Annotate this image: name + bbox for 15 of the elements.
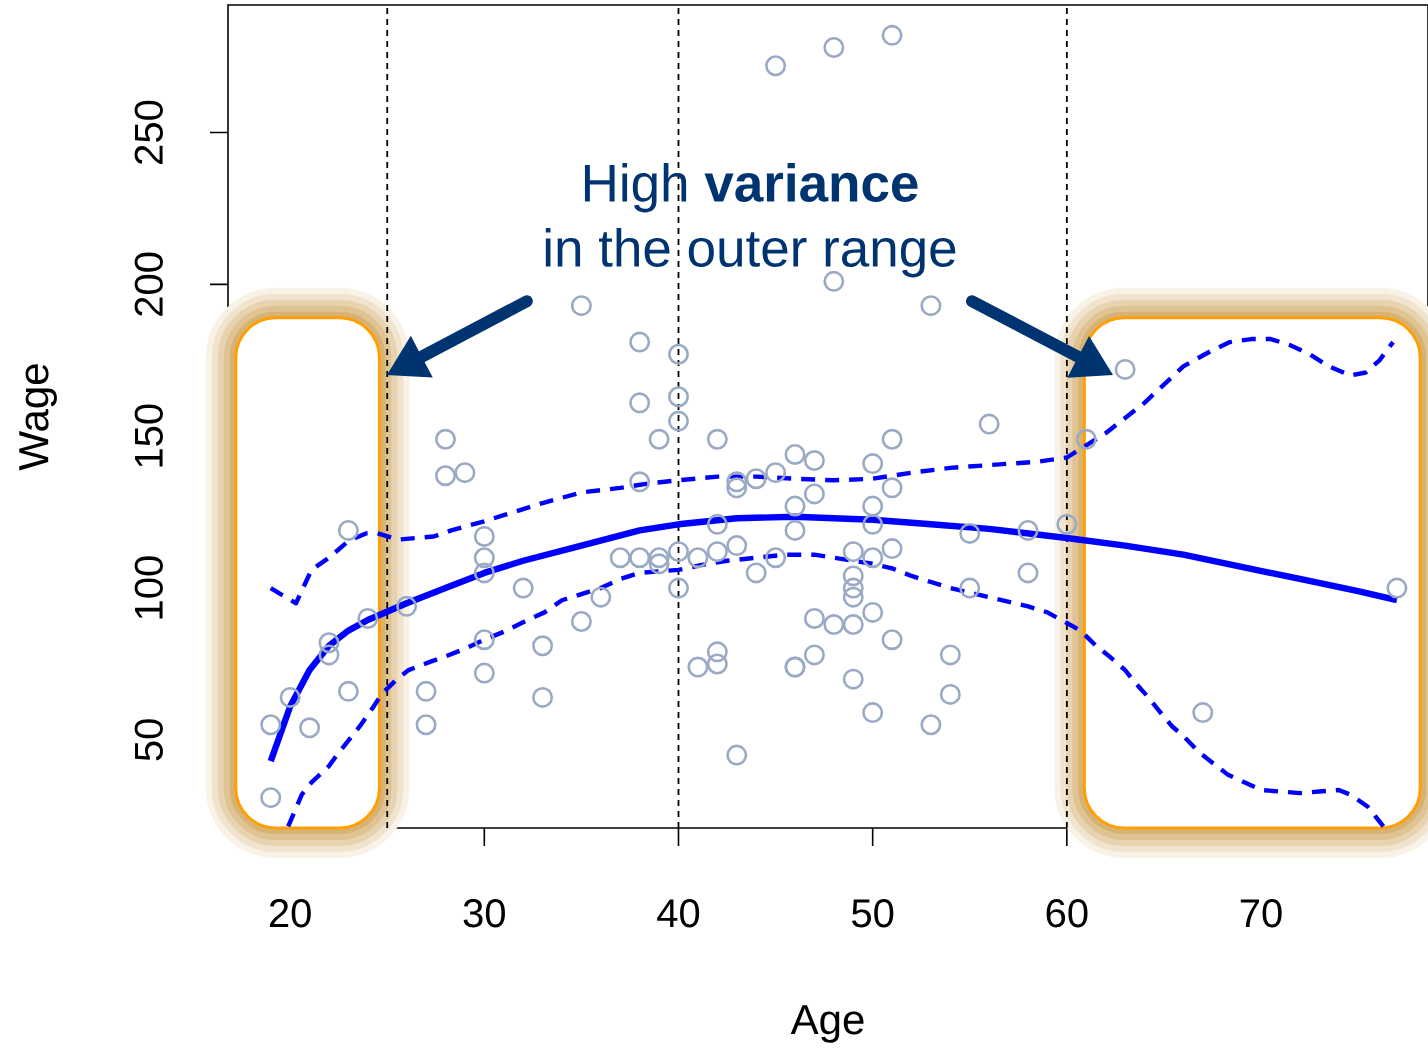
x-tick-label: 40 bbox=[657, 899, 700, 928]
y-tick-label: 200 bbox=[134, 252, 163, 316]
y-tick-label: 50 bbox=[134, 719, 163, 761]
x-tick-label: 50 bbox=[852, 899, 894, 928]
y-axis-title: Wage bbox=[19, 364, 57, 471]
y-tick-label: 250 bbox=[134, 100, 163, 164]
x-tick-label: 60 bbox=[1046, 899, 1088, 928]
y-tick-label: 150 bbox=[134, 404, 163, 467]
annotation: in the outer range bbox=[545, 228, 956, 278]
y-tick-label: 100 bbox=[134, 556, 163, 619]
x-tick-label: 30 bbox=[463, 899, 505, 928]
x-axis-title: Age bbox=[790, 1005, 864, 1043]
annotation: High variance bbox=[584, 162, 918, 213]
x-tick-label: 70 bbox=[1240, 899, 1282, 928]
x-tick-label: 20 bbox=[269, 899, 311, 928]
